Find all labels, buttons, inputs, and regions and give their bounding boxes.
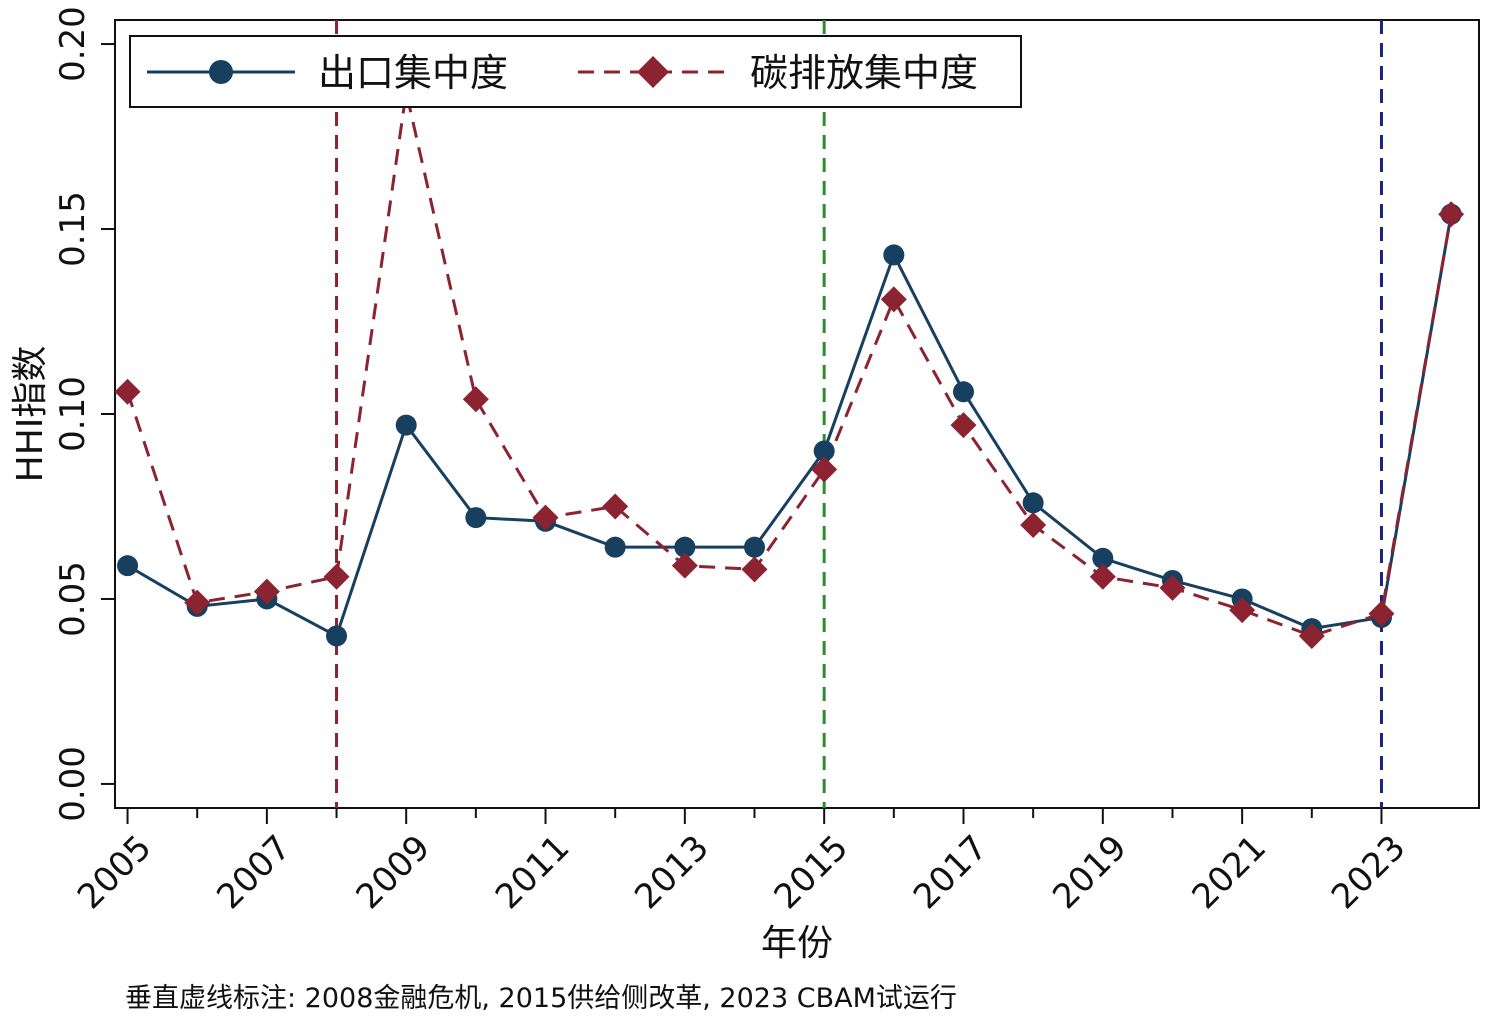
legend-label-carbon: 碳排放集中度 bbox=[750, 51, 978, 95]
point-carbon-2012 bbox=[602, 493, 629, 520]
point-carbon-2007 bbox=[253, 578, 280, 605]
point-export-2017 bbox=[952, 381, 974, 403]
point-export-2010 bbox=[465, 507, 487, 529]
point-carbon-2010 bbox=[462, 386, 489, 413]
series-line-1 bbox=[126, 91, 1453, 638]
point-export-2005 bbox=[117, 555, 139, 577]
point-carbon-2011 bbox=[532, 504, 559, 531]
hhi-line-chart: 2005 2007 2009 2011 2013 2015 2017 2019 2021 2023… bbox=[10, 6, 1480, 964]
y-tick-label: 0.05 bbox=[53, 561, 93, 637]
x-tick-label: 2023 bbox=[1324, 828, 1413, 917]
x-tick-label: 2015 bbox=[767, 828, 856, 917]
x-tick-label: 2009 bbox=[349, 828, 438, 917]
x-tick-label: 2011 bbox=[488, 828, 577, 917]
point-export-2018 bbox=[1022, 492, 1044, 514]
y-tick-label: 0.10 bbox=[53, 376, 93, 452]
point-carbon-2024 bbox=[1438, 201, 1465, 228]
x-tick-label: 2005 bbox=[70, 828, 159, 917]
y-axis-title: HHI指数 bbox=[10, 346, 51, 483]
x-axis: 2005 2007 2009 2011 2013 2015 2017 2019 2021 2023 bbox=[70, 808, 1413, 917]
legend: 出口集中度 碳排放集中度 bbox=[129, 35, 1022, 108]
point-export-2016 bbox=[883, 244, 905, 266]
point-carbon-2018 bbox=[1020, 511, 1047, 538]
point-carbon-2013 bbox=[671, 552, 698, 579]
y-tick-label: 0.00 bbox=[53, 746, 93, 822]
x-tick-label: 2019 bbox=[1045, 828, 1134, 917]
series-markers bbox=[114, 79, 1465, 649]
point-export-2009 bbox=[395, 414, 417, 436]
x-axis-title: 年份 bbox=[761, 923, 833, 964]
footnote: 垂直虚线标注: 2008金融危机, 2015供给侧改革, 2023 CBAM试运… bbox=[125, 983, 957, 1014]
legend-marker-carbon bbox=[637, 56, 669, 88]
point-export-2013 bbox=[674, 536, 696, 558]
point-export-2014 bbox=[744, 536, 766, 558]
x-tick-label: 2017 bbox=[906, 828, 995, 917]
x-tick-label: 2007 bbox=[209, 828, 298, 917]
point-carbon-2006 bbox=[184, 589, 211, 616]
y-axis: 0.00 0.05 0.10 0.15 0.20 bbox=[53, 6, 115, 822]
point-carbon-2014 bbox=[741, 556, 768, 583]
point-carbon-2017 bbox=[950, 412, 977, 439]
legend-label-export: 出口集中度 bbox=[318, 51, 508, 95]
point-export-2015 bbox=[813, 440, 835, 462]
point-export-2019 bbox=[1092, 547, 1114, 569]
series-line-0 bbox=[126, 213, 1453, 639]
series-lines bbox=[126, 91, 1453, 639]
x-tick-label: 2013 bbox=[627, 828, 716, 917]
point-export-2008 bbox=[326, 625, 348, 647]
point-carbon-2015 bbox=[811, 456, 838, 483]
y-tick-label: 0.15 bbox=[53, 191, 93, 267]
x-tick-label: 2021 bbox=[1185, 828, 1274, 917]
point-carbon-2020 bbox=[1159, 574, 1186, 601]
legend-marker-export bbox=[209, 60, 233, 84]
point-carbon-2019 bbox=[1089, 563, 1116, 590]
point-carbon-2021 bbox=[1229, 597, 1256, 624]
point-carbon-2022 bbox=[1298, 622, 1325, 649]
point-carbon-2005 bbox=[114, 378, 141, 405]
point-carbon-2023 bbox=[1368, 600, 1395, 627]
point-export-2012 bbox=[604, 536, 626, 558]
event-vertical-lines bbox=[335, 20, 1383, 808]
point-carbon-2008 bbox=[323, 563, 350, 590]
point-carbon-2016 bbox=[880, 286, 907, 313]
y-tick-label: 0.20 bbox=[53, 6, 93, 82]
plot-area bbox=[114, 19, 1480, 809]
